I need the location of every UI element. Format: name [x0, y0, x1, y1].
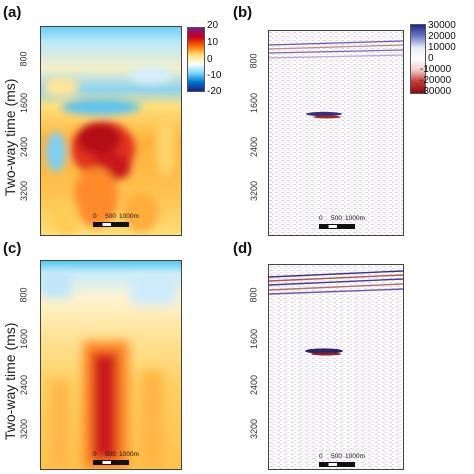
- panel-c-ytick-2400: 2400: [19, 374, 30, 396]
- panel-d-image: [269, 265, 403, 469]
- panel-b-ytick-1600: 1600: [249, 92, 260, 114]
- panel-c-ytick-800: 800: [18, 287, 29, 303]
- panel-c-scalebar: 0 500 1000m: [93, 451, 139, 465]
- panel-a-image: [41, 27, 181, 235]
- colorbar-b-tick-3: 0: [428, 53, 434, 64]
- panel-label-a: (a): [3, 4, 22, 21]
- panel-label-d: (d): [233, 240, 253, 257]
- panel-a-ytick-2400: 2400: [19, 136, 30, 158]
- colorbar-b: [410, 24, 426, 94]
- colorbar-a-tick-4: -20: [207, 86, 222, 97]
- colorbar-b-tick-6: -30000: [420, 86, 452, 97]
- scale-label-1000: 1000m: [345, 453, 365, 460]
- panel-b-image: [269, 31, 403, 235]
- scale-label-500: 500: [331, 215, 342, 222]
- scale-label-1000: 1000m: [345, 215, 365, 222]
- scale-bar: [319, 224, 355, 229]
- panel-b-plot: 0 500 1000m: [268, 30, 404, 236]
- colorbar-a-tick-2: 0: [207, 54, 213, 65]
- scale-label-500: 500: [105, 451, 116, 458]
- panel-d-ytick-1600: 1600: [249, 328, 260, 350]
- colorbar-gradient: [411, 25, 425, 93]
- panel-d-plot: 0 500 1000m: [268, 264, 404, 470]
- panel-b-ytick-800: 800: [248, 53, 259, 69]
- panel-a-ytick-1600: 1600: [19, 92, 30, 114]
- panel-b-ytick-2400: 2400: [249, 136, 260, 158]
- y-axis-label-bottom: Two-way time (ms): [2, 322, 18, 440]
- scale-bar: [319, 462, 355, 467]
- y-axis-label-top: Two-way time (ms): [2, 78, 18, 196]
- scale-label-0: 0: [93, 213, 97, 220]
- panel-label-c: (c): [3, 240, 22, 257]
- colorbar-b-tick-1: 20000: [428, 31, 456, 42]
- panel-a-ytick-800: 800: [18, 51, 29, 67]
- panel-a-scalebar: 0 500 1000m: [93, 213, 139, 227]
- panel-d-ytick-3200: 3200: [249, 418, 260, 440]
- scale-bar: [93, 460, 129, 465]
- panel-c-image: [41, 261, 181, 469]
- scale-label-1000: 1000m: [119, 213, 139, 220]
- colorbar-gradient: [188, 28, 204, 91]
- colorbar-b-tick-4: -10000: [420, 64, 452, 75]
- colorbar-a-tick-3: -10: [207, 70, 222, 81]
- panel-c-ytick-3200: 3200: [19, 418, 30, 440]
- colorbar-a: [187, 27, 205, 92]
- panel-a-plot: 0 500 1000m: [40, 26, 182, 236]
- colorbar-b-tick-2: 10000: [428, 42, 456, 53]
- panel-d-ytick-800: 800: [248, 287, 259, 303]
- panel-b-ytick-3200: 3200: [249, 180, 260, 202]
- colorbar-a-tick-1: 10: [207, 37, 219, 48]
- scale-label-0: 0: [319, 215, 323, 222]
- panel-c-ytick-1600: 1600: [19, 328, 30, 350]
- scale-label-0: 0: [319, 453, 323, 460]
- scale-label-0: 0: [93, 451, 97, 458]
- panel-a-ytick-3200: 3200: [19, 180, 30, 202]
- colorbar-b-tick-5: -20000: [420, 75, 452, 86]
- panel-c-plot: 0 500 1000m: [40, 260, 182, 470]
- scale-label-500: 500: [331, 453, 342, 460]
- panel-b-scalebar: 0 500 1000m: [319, 215, 365, 229]
- colorbar-a-tick-0: 20: [207, 20, 219, 31]
- colorbar-b-tick-0: 30000: [428, 20, 456, 31]
- scale-label-500: 500: [105, 213, 116, 220]
- panel-d-scalebar: 0 500 1000m: [319, 453, 365, 467]
- panel-d-ytick-2400: 2400: [249, 374, 260, 396]
- scale-label-1000: 1000m: [119, 451, 139, 458]
- scale-bar: [93, 222, 129, 227]
- panel-label-b: (b): [233, 4, 253, 21]
